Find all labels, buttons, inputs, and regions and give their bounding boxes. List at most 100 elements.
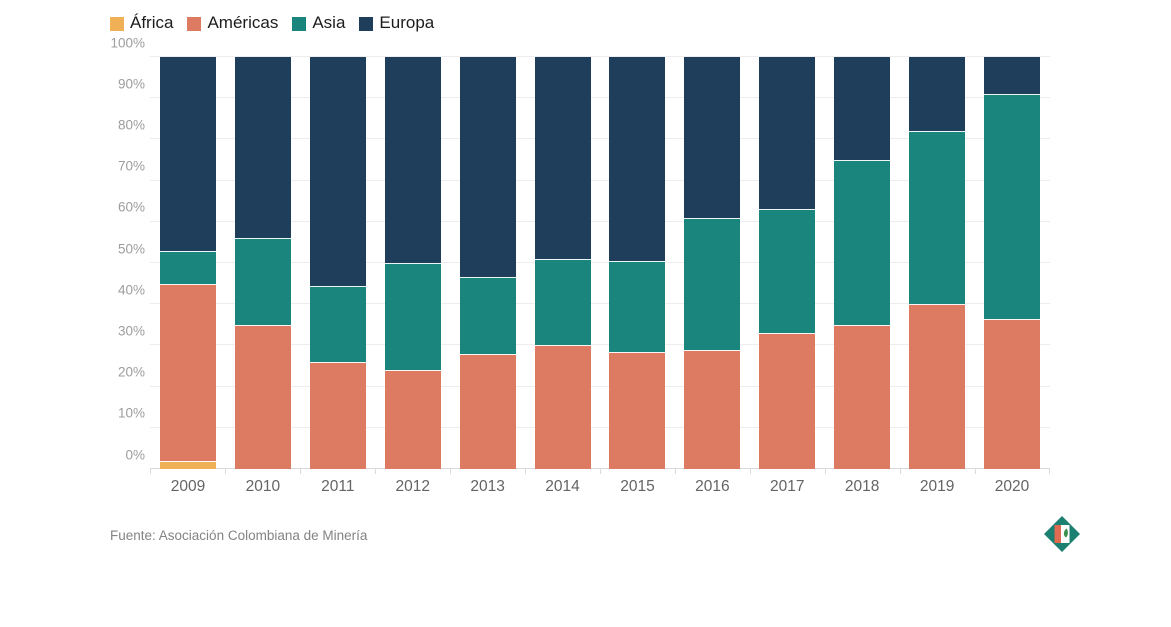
segment-asia-2019 — [909, 131, 966, 305]
y-tick-label: 90% — [117, 76, 145, 92]
segment-americas-2011 — [309, 361, 366, 469]
x-axis-tick — [824, 469, 826, 474]
segment-europa-2018 — [834, 57, 891, 161]
legend-item-asia: Asia — [292, 13, 345, 33]
x-axis-tick — [1049, 469, 1050, 474]
gridline — [150, 97, 1050, 99]
gridline — [150, 303, 1050, 305]
y-tick-label: 10% — [117, 405, 145, 421]
segment-asia-2017 — [759, 209, 816, 334]
segment-americas-2018 — [834, 324, 891, 469]
gridline — [150, 262, 1050, 263]
logo-leaf — [1063, 528, 1068, 538]
segment-europa-2016 — [684, 57, 741, 218]
segment-europa-2015 — [609, 57, 666, 261]
x-tick-label-2009: 2009 — [170, 478, 206, 495]
x-tick-label-2011: 2011 — [321, 478, 355, 495]
segment-americas-2015 — [609, 351, 666, 469]
x-axis-tick — [225, 469, 227, 474]
y-axis-labels: 0% 10% 20% 30% 40% 50% 60% 70% 80% 90% 100% — [88, 35, 145, 469]
segment-americas-2017 — [759, 333, 816, 469]
y-tick-label: 50% — [117, 241, 145, 256]
segment-asia-2013 — [459, 277, 516, 354]
segment-europa-2019 — [909, 57, 966, 132]
legend-item-africa: África — [110, 13, 173, 33]
bar-2012 — [384, 57, 441, 469]
segment-asia-2015 — [609, 260, 666, 352]
acm-diamond-logo-icon — [1044, 516, 1080, 552]
segment-asia-2018 — [834, 160, 891, 325]
x-axis-tick — [600, 469, 601, 474]
legend-item-americas: Américas — [187, 13, 278, 33]
gridline — [150, 385, 1050, 387]
x-tick-label-2015: 2015 — [620, 478, 655, 495]
x-tick-label-2014: 2014 — [545, 478, 580, 495]
bars-group — [150, 57, 1050, 469]
segment-americas-2019 — [909, 304, 966, 469]
bar-2014 — [534, 57, 591, 469]
segment-africa-2009 — [160, 460, 216, 469]
x-tick-label-2016: 2016 — [695, 478, 730, 495]
y-tick-label: 80% — [117, 117, 145, 133]
bar-2017 — [759, 57, 816, 469]
x-tick-label-2020: 2020 — [994, 478, 1030, 495]
gridline — [150, 138, 1050, 140]
bar-2016 — [684, 57, 741, 469]
x-axis-tick — [525, 469, 527, 474]
segment-asia-2020 — [983, 94, 1040, 319]
legend-label: Américas — [207, 13, 279, 32]
x-tick-label-2012: 2012 — [395, 478, 430, 495]
legend: África Américas Asia Europa — [110, 13, 434, 33]
plot-area — [150, 56, 1050, 474]
segment-americas-2013 — [459, 353, 516, 469]
legend-item-europa: Europa — [359, 13, 434, 33]
bar-2019 — [909, 57, 966, 469]
gridline — [150, 344, 1050, 346]
y-tick-label: 0% — [125, 447, 145, 462]
segment-americas-2016 — [684, 349, 741, 469]
x-tick-label-2010: 2010 — [245, 478, 281, 495]
bar-2020 — [983, 57, 1040, 469]
legend-swatch-americas-icon — [187, 17, 202, 31]
segment-americas-2020 — [983, 318, 1040, 469]
segment-americas-2012 — [384, 370, 441, 469]
segment-asia-2011 — [309, 285, 366, 362]
legend-swatch-asia-icon — [292, 17, 307, 31]
segment-europa-2011 — [309, 57, 366, 286]
x-axis-tick — [375, 469, 377, 474]
x-axis-tick — [674, 469, 676, 474]
segment-asia-2016 — [684, 217, 741, 350]
x-tick-label-2017: 2017 — [770, 478, 805, 495]
legend-label: Europa — [379, 13, 435, 32]
gridline — [150, 426, 1050, 428]
x-axis-tick — [974, 469, 976, 474]
gridline — [150, 56, 1050, 57]
segment-europa-2020 — [983, 57, 1040, 95]
y-tick-label: 100% — [110, 35, 145, 50]
bar-2015 — [609, 57, 666, 469]
x-axis-tick — [749, 469, 751, 474]
segment-asia-2009 — [160, 250, 216, 284]
segment-europa-2009 — [160, 57, 216, 251]
logo-coral-stripe — [1054, 525, 1061, 543]
segment-europa-2012 — [384, 57, 441, 264]
y-tick-label: 30% — [117, 323, 145, 339]
y-tick-label: 40% — [117, 282, 145, 298]
bar-2011 — [309, 57, 366, 469]
x-axis-tick — [300, 469, 302, 474]
y-tick-label: 70% — [117, 158, 145, 174]
bar-2009 — [160, 57, 216, 469]
source-note: Fuente: Asociación Colombiana de Minería — [110, 528, 368, 543]
segment-asia-2012 — [384, 263, 441, 371]
segment-americas-2014 — [534, 345, 591, 469]
y-tick-label: 60% — [117, 199, 145, 215]
gridline — [150, 220, 1050, 222]
legend-label: Asia — [312, 13, 346, 32]
segment-americas-2009 — [160, 283, 216, 461]
bar-2018 — [834, 57, 891, 469]
legend-label: África — [130, 13, 174, 32]
segment-americas-2010 — [234, 324, 291, 469]
x-axis-tick — [899, 469, 901, 474]
segment-europa-2014 — [534, 57, 591, 259]
